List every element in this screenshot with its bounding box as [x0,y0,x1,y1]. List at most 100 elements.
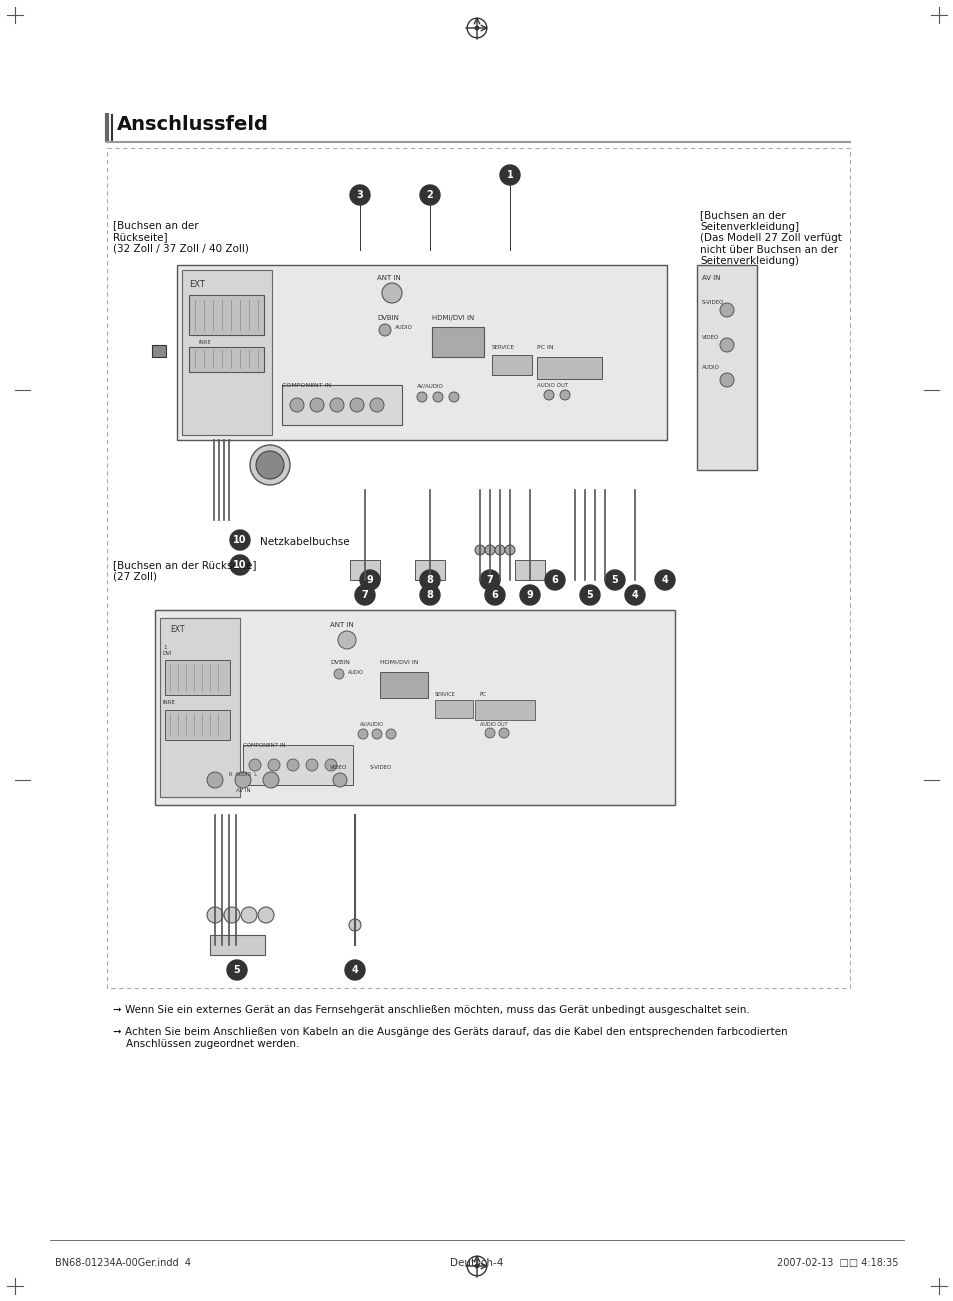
Text: EXT: EXT [189,280,205,289]
Text: 4: 4 [631,589,638,600]
Circle shape [207,907,223,922]
Text: 6: 6 [551,575,558,585]
Bar [415,559,444,580]
Circle shape [416,392,427,402]
Text: SERVICE: SERVICE [435,692,456,697]
Circle shape [357,729,368,739]
Text: SERVICE: SERVICE [492,345,515,350]
Circle shape [559,390,569,399]
Text: [Buchsen an der Rückseite]
(27 Zoll): [Buchsen an der Rückseite] (27 Zoll) [112,559,256,582]
Circle shape [241,907,256,922]
Circle shape [249,758,261,771]
Text: 5: 5 [233,965,240,974]
Circle shape [257,907,274,922]
Circle shape [419,570,439,589]
Bar [210,935,265,955]
Circle shape [720,303,733,317]
Circle shape [655,570,675,589]
Text: AV IN: AV IN [701,275,720,281]
Circle shape [484,545,495,556]
Circle shape [234,771,251,788]
Text: INRE: INRE [199,340,212,345]
Bar [492,355,532,375]
Bar [475,700,535,719]
Text: 1
DVI: 1 DVI [163,645,172,656]
Circle shape [207,771,223,788]
Circle shape [449,392,458,402]
Text: VIDEO: VIDEO [330,765,347,770]
Circle shape [350,185,370,206]
Circle shape [227,960,247,980]
Circle shape [333,773,347,787]
Text: EXT: EXT [170,624,184,634]
Circle shape [263,771,278,788]
Circle shape [378,324,391,336]
Text: AV/AUDIO: AV/AUDIO [416,382,443,388]
Text: AUDIO OUT: AUDIO OUT [537,382,568,388]
Circle shape [381,284,401,303]
Text: AUDIO: AUDIO [395,325,413,330]
Text: 2007-02-13  □□ 4:18:35: 2007-02-13 □□ 4:18:35 [777,1258,898,1268]
Circle shape [255,451,284,479]
Circle shape [359,570,379,589]
Text: [Buchsen an der
Seitenverkleidung]
(Das Modell 27 Zoll verfügt
nicht über Buchse: [Buchsen an der Seitenverkleidung] (Das … [700,209,841,267]
Text: VIDEO: VIDEO [701,334,719,340]
Circle shape [306,758,317,771]
Text: ANT IN: ANT IN [376,275,400,281]
Bar [182,271,272,435]
Text: Netzkabelbuchse: Netzkabelbuchse [260,537,349,546]
Bar [189,347,264,372]
Text: PC IN: PC IN [537,345,553,350]
Bar [282,385,401,425]
Circle shape [334,669,344,679]
Text: COMPONENT IN: COMPONENT IN [282,382,331,388]
Circle shape [325,758,336,771]
Text: DVBIN: DVBIN [330,660,350,665]
Circle shape [350,398,364,412]
Text: 4: 4 [352,965,358,974]
Text: 10: 10 [233,559,247,570]
Circle shape [475,1263,478,1268]
Circle shape [499,165,519,185]
Bar [165,660,230,695]
Circle shape [224,907,240,922]
Circle shape [230,556,250,575]
Circle shape [484,729,495,738]
Circle shape [484,585,504,605]
Bar [107,148,849,987]
Circle shape [386,729,395,739]
Circle shape [230,530,250,550]
Text: 6: 6 [491,589,497,600]
Text: COMPONENT IN: COMPONENT IN [243,743,285,748]
Bar [350,559,379,580]
Circle shape [419,185,439,206]
Circle shape [433,392,442,402]
Bar [537,356,601,379]
Circle shape [290,398,304,412]
Bar [154,610,675,805]
Circle shape [349,919,360,932]
Text: HDMI/DVI IN: HDMI/DVI IN [432,315,474,321]
Bar [160,618,240,798]
Bar [243,745,353,785]
Text: 4: 4 [661,575,668,585]
Text: AV IN: AV IN [235,788,250,794]
Circle shape [372,729,381,739]
Circle shape [250,445,290,485]
Text: Anschlussfeld: Anschlussfeld [117,114,269,134]
Circle shape [604,570,624,589]
Text: R  AUDIO  L: R AUDIO L [229,771,256,777]
Bar [165,710,230,740]
Bar [435,700,473,718]
Circle shape [330,398,344,412]
Circle shape [310,398,324,412]
Circle shape [337,631,355,649]
Text: 10: 10 [233,535,247,545]
Text: 9: 9 [526,589,533,600]
Text: 7: 7 [486,575,493,585]
Text: DVBIN: DVBIN [376,315,398,321]
Bar [177,265,666,440]
Circle shape [498,729,509,738]
Bar [515,559,544,580]
Text: S-VIDEO: S-VIDEO [370,765,392,770]
